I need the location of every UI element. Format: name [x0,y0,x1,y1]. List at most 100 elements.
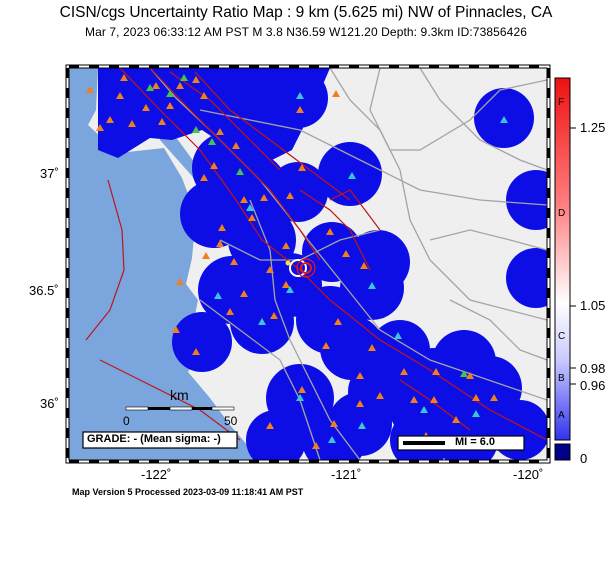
station-triangle-orange [430,396,438,403]
scale-unit: km [170,387,189,403]
station-triangle-orange [282,281,290,288]
station-triangle-orange [216,240,224,247]
station-triangle-orange [240,196,248,203]
station-triangle-green [236,168,244,175]
lon-label-121: -121˚ [331,467,362,482]
station-triangle-orange [490,394,498,401]
station-triangle-orange [342,250,350,257]
station-triangle-orange [334,318,342,325]
colorbar-value-1-25: 1.25 [580,120,606,135]
station-triangle-orange [200,174,208,181]
station-triangle-orange [158,118,166,125]
station-triangle-orange [240,290,248,297]
station-triangle-orange [142,104,150,111]
scale-bar [125,406,235,411]
colorbar-value-0: 0 [580,451,588,466]
station-triangle-cyan [286,286,294,293]
grade-letter-c: C [558,331,566,342]
station-triangle-orange [266,422,274,429]
station-triangle-orange [202,252,210,259]
lat-label-36-5: 36.5˚ [29,283,59,298]
station-triangle-cyan [296,92,304,99]
grade-box-frame [82,431,238,449]
station-triangle-cyan [358,422,366,429]
epicenter [285,258,316,278]
station-triangle-orange [210,162,218,169]
station-triangle-green [208,138,216,145]
station-triangle-orange [400,368,408,375]
mi-box-frame [397,435,525,451]
station-triangle-green [192,126,200,133]
station-triangle-orange [270,312,278,319]
map-area [69,68,547,460]
lon-label-120: -120˚ [513,467,544,482]
ocean [69,68,260,460]
grade-letter-a: A [558,410,565,421]
station-triangle-orange [106,116,114,123]
station-triangle-orange [96,124,104,131]
station-triangle-orange [176,82,184,89]
station-triangle-cyan [258,318,266,325]
lat-label-36: 36˚ [40,396,59,411]
station-triangle-cyan [394,332,402,339]
station-triangle-orange [176,278,184,285]
lat-label-37: 37˚ [40,166,59,181]
station-triangle-green [180,74,188,81]
station-triangle-orange [368,344,376,351]
station-triangle-cyan [348,172,356,179]
station-triangle-cyan [472,410,480,417]
station-triangle-orange [248,214,256,221]
station-triangle-orange [432,368,440,375]
map-title: CISN/cgs Uncertainty Ratio Map : 9 km (5… [59,4,553,21]
grade-letter-d: D [558,208,566,219]
mi-text: MI = 6.0 [455,436,496,448]
station-triangle-orange [298,386,306,393]
station-triangle-orange [376,392,384,399]
station-triangle-cyan [368,282,376,289]
grade-text: GRADE: - (Mean sigma: -) [87,433,221,445]
station-triangle-orange [200,92,208,99]
grade-letter-f: F [558,97,565,108]
colorbar-value-0-96: 0.96 [580,378,606,393]
station-triangle-orange [86,86,94,93]
station-triangle-orange [472,394,480,401]
station-triangle-green [166,90,174,97]
scale-end: 50 [224,414,238,428]
station-triangle-orange [330,420,338,427]
station-triangle-orange [312,442,320,449]
station-triangle-orange [128,120,136,127]
station-triangle-orange [360,262,368,269]
station-triangle-orange [152,82,160,89]
station-triangle-orange [226,308,234,315]
station-triangle-green [460,370,468,377]
colorbar-value-1-05: 1.05 [580,298,606,313]
station-triangle-orange [356,400,364,407]
station-triangle-cyan [500,116,508,123]
stations [86,74,508,449]
station-triangle-orange [466,372,474,379]
station-triangle-orange [282,242,290,249]
station-triangle-orange [286,192,294,199]
lon-label-122: -122˚ [141,467,172,482]
station-triangle-orange [296,106,304,113]
station-triangle-orange [410,396,418,403]
station-triangle-orange [216,128,224,135]
grade-letter-b: B [558,373,565,384]
station-triangle-orange [120,74,128,81]
station-triangle-orange [326,228,334,235]
station-triangle-orange [232,142,240,149]
station-triangle-cyan [328,436,336,443]
station-triangle-orange [192,76,200,83]
station-triangle-orange [218,224,226,231]
station-triangle-cyan [214,292,222,299]
station-triangle-green [146,84,154,91]
map-frame [65,64,551,464]
station-triangle-orange [322,342,330,349]
station-triangle-orange [230,258,238,265]
station-triangle-orange [172,326,180,333]
scale-start: 0 [123,414,130,428]
station-triangle-orange [192,348,200,355]
station-triangle-cyan [246,204,254,211]
station-triangle-orange [298,164,306,171]
